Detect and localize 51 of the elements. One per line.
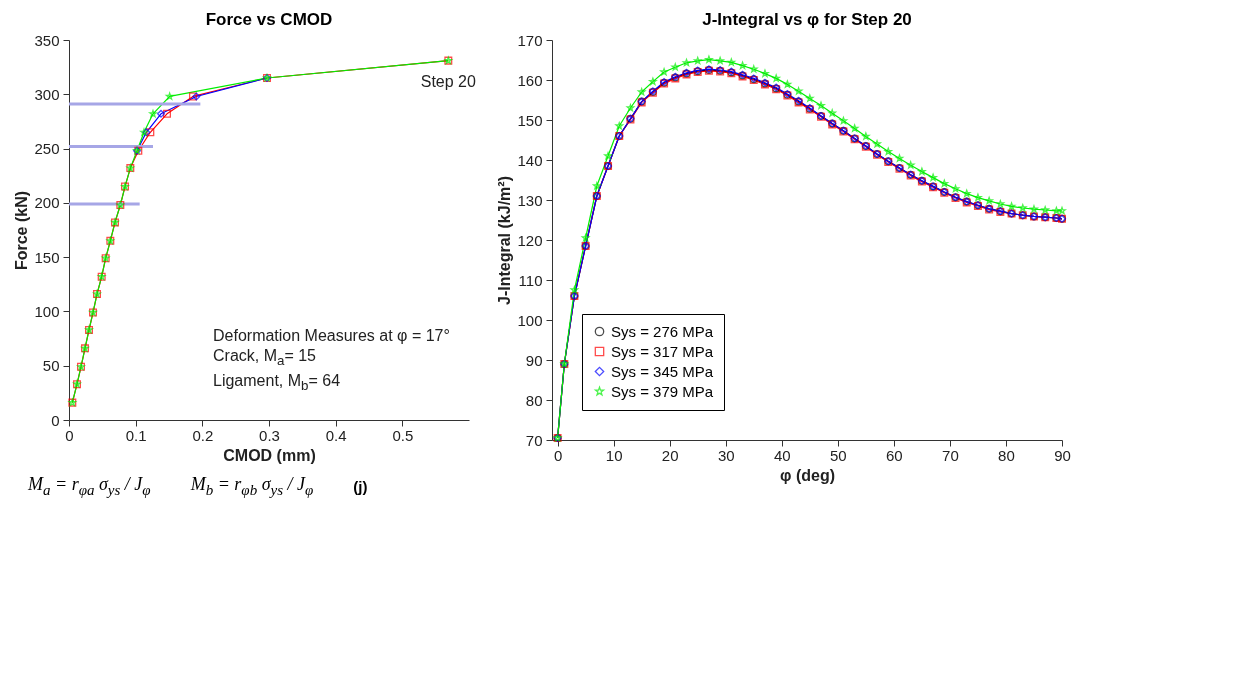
x-tick-label: 70 [942, 446, 959, 464]
y-axis-title: Force (kN) [13, 190, 31, 271]
y-tick-label: 150 [517, 111, 543, 129]
y-tick-label: 160 [517, 71, 543, 89]
annotation: Step 20 [420, 73, 477, 91]
x-tick-label: 0.4 [325, 426, 347, 444]
legend-label: Sys = 379 MPa [611, 382, 714, 400]
y-tick-label: 250 [34, 140, 60, 158]
legend-label: Sys = 345 MPa [611, 362, 714, 380]
y-tick-label: 150 [34, 248, 60, 266]
x-tick-label: 30 [717, 446, 735, 464]
chart-title: Force vs CMOD [205, 10, 333, 29]
x-tick-label: 0.2 [192, 426, 214, 444]
y-tick-label: 90 [525, 351, 543, 369]
x-tick-label: 60 [886, 446, 903, 464]
text: (j) [353, 477, 368, 495]
x-axis-title: CMOD (mm) [223, 446, 316, 464]
legend-label: Sys = 276 MPa [611, 322, 714, 340]
y-tick-label: 130 [517, 191, 543, 209]
y-tick-label: 120 [517, 231, 543, 249]
x-tick-label: 0.1 [125, 426, 147, 444]
x-axis-title: φ (deg) [780, 466, 835, 484]
x-tick-label: 10 [605, 446, 623, 464]
y-tick-label: 170 [517, 31, 543, 49]
x-tick-label: 0.5 [392, 426, 414, 444]
y-tick-label: 200 [34, 194, 60, 212]
y-tick-label: 80 [525, 391, 543, 409]
y-tick-label: 350 [34, 31, 60, 49]
x-tick-label: 40 [773, 446, 791, 464]
text: M$_{a}$ = r$_{φa}$ σ$_{ys}$ / J$_{φ}$ [28, 474, 151, 499]
y-tick-label: 140 [517, 151, 543, 169]
chart-title: J-Integral vs φ for Step 20 [702, 10, 912, 29]
y-tick-label: 50 [42, 357, 60, 375]
x-tick-label: 0.3 [259, 426, 280, 444]
annotation: Crack, M$_{a}$= 15 [213, 346, 317, 371]
y-axis-title: J-Integral (kJ/m²) [496, 176, 514, 305]
y-tick-label: 110 [518, 271, 543, 289]
x-tick-label: 0 [65, 426, 74, 444]
x-tick-label: 50 [829, 446, 847, 464]
x-tick-label: 20 [661, 446, 679, 464]
x-tick-label: 0 [553, 446, 563, 464]
annotation: Deformation Measures at φ = 17° [213, 326, 450, 346]
annotation: Ligament, M$_{b}$= 64 [213, 371, 342, 396]
y-tick-label: 100 [517, 311, 543, 329]
x-tick-label: 90 [1054, 446, 1071, 464]
legend-label: Sys = 317 MPa [611, 342, 714, 360]
y-tick-label: 300 [34, 85, 60, 103]
text: M$_{b}$ = r$_{φb}$ σ$_{ys}$ / J$_{φ}$ [190, 474, 314, 499]
y-tick-label: 0 [51, 411, 60, 429]
y-tick-label: 100 [34, 302, 60, 320]
x-tick-label: 80 [998, 446, 1015, 464]
